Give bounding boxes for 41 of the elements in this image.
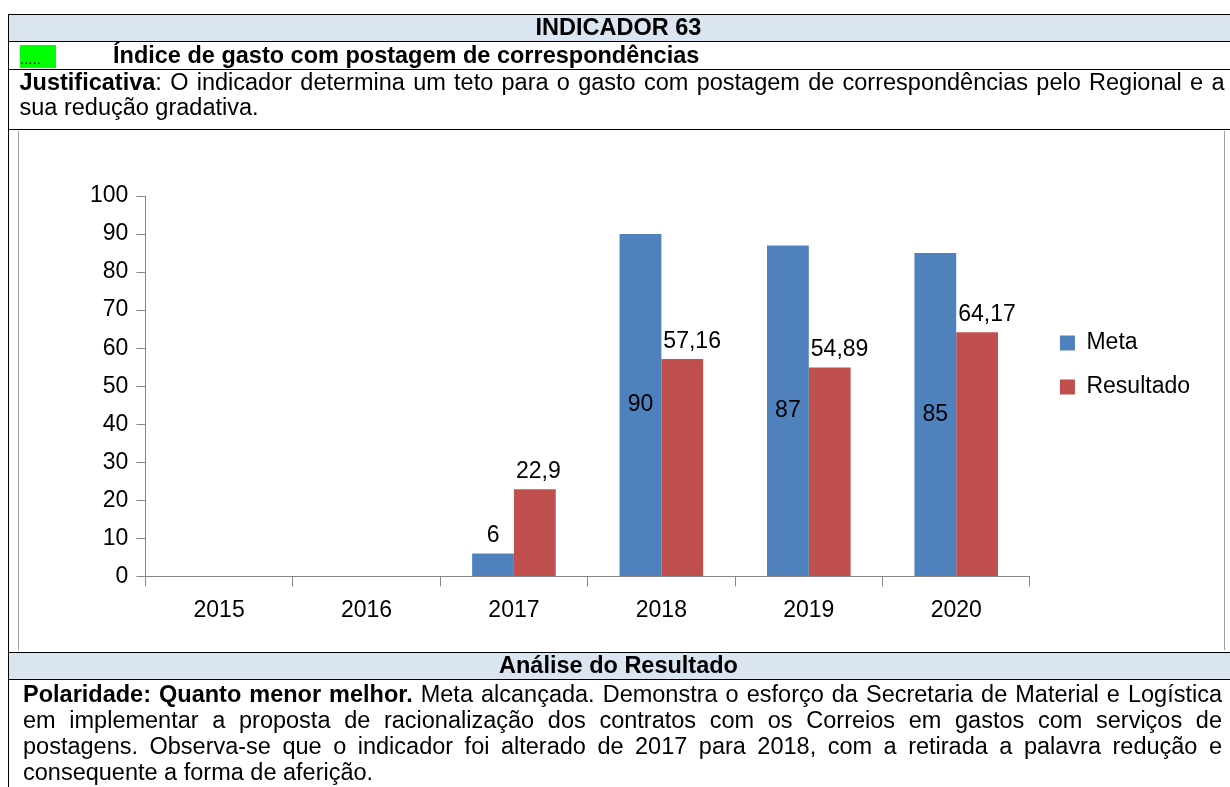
y-tick-label: 0 (115, 561, 129, 588)
bar (472, 553, 514, 576)
data-label: 57,16 (663, 326, 721, 353)
data-label: 6 (486, 521, 500, 548)
y-tick-label: 60 (102, 333, 129, 360)
x-tick-label: 2019 (783, 595, 835, 622)
y-tick-label: 100 (90, 181, 129, 208)
y-tick-label: 20 (102, 485, 129, 512)
data-label: 64,17 (958, 300, 1016, 327)
y-tick-label: 80 (102, 257, 129, 284)
bar (808, 367, 851, 576)
chart-title: INDICADOR 63 (535, 14, 702, 40)
data-label: 85 (922, 399, 949, 426)
data-label: 54,89 (810, 335, 869, 362)
y-tick-label: 10 (102, 523, 129, 550)
bar (767, 245, 809, 576)
y-tick-label: 30 (102, 447, 129, 474)
bar (956, 332, 999, 576)
y-tick-label: 50 (102, 371, 129, 398)
x-tick-label: 2018 (635, 595, 687, 622)
x-tick-label: 2016 (340, 595, 393, 622)
x-tick-label: 2017 (488, 595, 540, 622)
x-tick-label: 2015 (193, 595, 245, 622)
data-label: 22,9 (515, 457, 561, 484)
legend-label: Meta (1086, 328, 1138, 355)
chart-subtitle: Índice de gasto com postagem de correspondências (113, 42, 700, 69)
bar (513, 489, 556, 576)
x-tick-label: 2020 (930, 595, 982, 622)
bar (661, 358, 704, 576)
bar (914, 253, 957, 576)
y-tick-label: 70 (102, 295, 129, 322)
text: ..... (20, 45, 56, 68)
text: Análise do Resultado (499, 652, 738, 678)
text: Justificativa (19, 69, 156, 95)
bar (619, 234, 662, 576)
y-tick-label: 40 (102, 409, 129, 436)
text: Polaridade: Quanto menor melhor. (23, 681, 413, 707)
data-label: 90 (627, 390, 654, 417)
data-label: 87 (775, 396, 801, 423)
legend-label: Resultado (1086, 372, 1191, 399)
y-tick-label: 90 (102, 219, 129, 246)
